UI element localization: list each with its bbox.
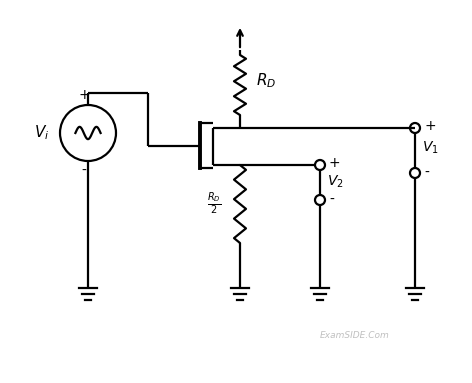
Text: +: + (329, 156, 341, 170)
Text: -: - (329, 193, 334, 207)
Text: $V_i$: $V_i$ (34, 124, 50, 142)
Text: +: + (424, 119, 436, 133)
Text: $V_1$: $V_1$ (422, 140, 439, 156)
Text: $\frac{R_D}{2}$: $\frac{R_D}{2}$ (207, 191, 221, 217)
Text: $R_D$: $R_D$ (256, 72, 276, 90)
Text: -: - (424, 166, 429, 180)
Text: $V_2$: $V_2$ (327, 174, 344, 190)
Text: +: + (78, 88, 90, 102)
Text: ExamSIDE.Com: ExamSIDE.Com (320, 331, 390, 339)
Text: -: - (82, 164, 86, 178)
